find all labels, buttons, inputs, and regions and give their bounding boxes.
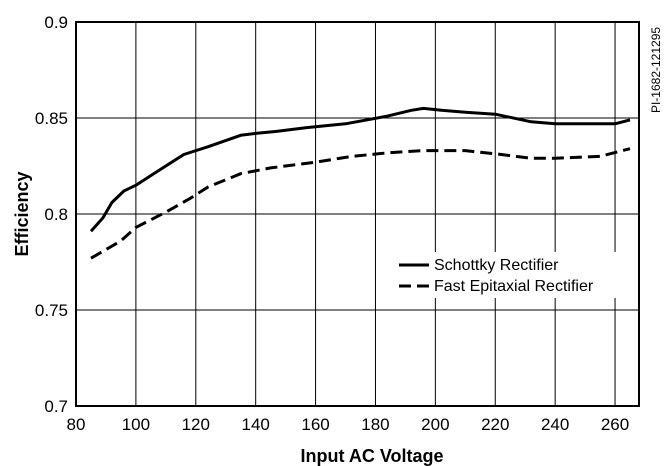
figure-code-label: PI-1682-121295	[649, 27, 663, 113]
legend-background	[392, 252, 632, 298]
x-tick-label: 200	[421, 415, 449, 434]
x-tick-label: 140	[241, 415, 269, 434]
legend-label-schottky: Schottky Rectifier	[434, 257, 559, 274]
x-tick-label: 260	[601, 415, 629, 434]
y-tick-label: 0.85	[35, 109, 68, 128]
series-line-fast-epitaxial	[90, 147, 631, 260]
x-tick-label: 80	[67, 415, 86, 434]
x-tick-label: 160	[301, 415, 329, 434]
legend-label-fast-epitaxial: Fast Epitaxial Rectifier	[434, 278, 594, 295]
x-tick-label: 180	[361, 415, 389, 434]
plot-frame	[75, 21, 640, 407]
x-tick-label: 100	[122, 415, 150, 434]
y-tick-label: 0.9	[44, 13, 68, 32]
x-tick-label: 240	[541, 415, 569, 434]
legend: Schottky Rectifier Fast Epitaxial Rectif…	[392, 252, 632, 298]
y-axis-label: Efficiency	[12, 171, 32, 256]
x-tick-labels: 80 100 120 140 160 180 200 220 240 260	[67, 415, 630, 434]
series-lines	[89, 106, 631, 260]
y-tick-label: 0.8	[44, 205, 68, 224]
x-tick-label: 220	[481, 415, 509, 434]
x-axis-label: Input AC Voltage	[301, 446, 444, 466]
y-tick-labels: 0.7 0.75 0.8 0.85 0.9	[35, 13, 68, 416]
y-tick-label: 0.75	[35, 301, 68, 320]
y-tick-label: 0.7	[44, 397, 68, 416]
series-line-schottky	[89, 106, 631, 233]
x-tick-label: 120	[182, 415, 210, 434]
